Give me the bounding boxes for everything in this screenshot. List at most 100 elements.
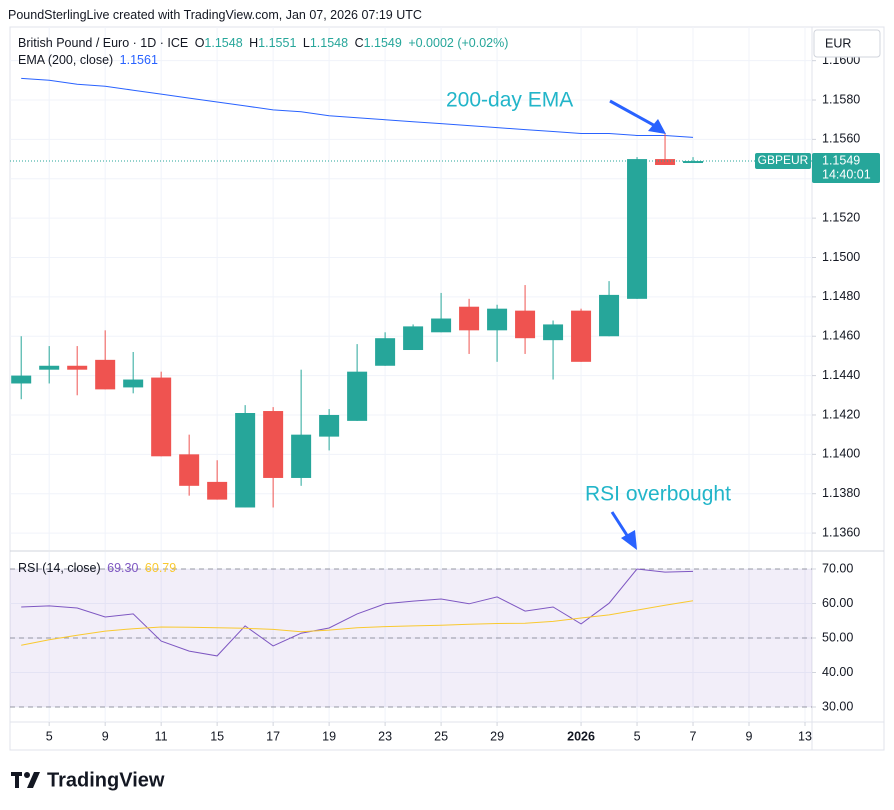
rsi-line (21, 600, 694, 646)
x-tick-label: 13 (798, 729, 812, 743)
x-tick-label: 23 (378, 729, 392, 743)
candle-body (627, 159, 648, 299)
x-tick-label: 19 (322, 729, 336, 743)
ohlc-value: 1.1548 (204, 36, 243, 50)
x-tick-label: 7 (690, 729, 697, 743)
y-tick-label: 60.00 (822, 596, 853, 610)
symbol: British Pound / Euro · 1D · ICE (18, 36, 189, 50)
y-tick-label: 1.1460 (822, 329, 860, 343)
brand: TradingView (47, 769, 165, 791)
ohlc-label: L (302, 36, 310, 50)
candle-body (403, 326, 424, 351)
legend: British Pound / Euro · 1D · ICE O1.1548 … (18, 36, 511, 50)
arrow-head (621, 530, 637, 550)
candle-body (431, 318, 452, 333)
x-tick-label: 5 (634, 729, 641, 743)
x-tick-label: 15 (210, 729, 224, 743)
candle-body (95, 359, 116, 390)
ohlc-label: C (354, 36, 364, 50)
y-tick-label: 70.00 (822, 561, 853, 575)
ma-value: 60.79 (144, 561, 177, 575)
ohlc-label: H (249, 36, 259, 50)
last-price: 1.1549 (822, 153, 860, 167)
ema-legend: EMA (200, close) 1.1561 (18, 53, 161, 67)
candle-body (11, 375, 32, 384)
candle-body (151, 377, 172, 457)
y-tick-label: 1.1500 (822, 250, 860, 264)
grid (10, 27, 812, 722)
candle-body (459, 306, 480, 331)
x-tick-label: 9 (102, 729, 109, 743)
candle-body (655, 159, 676, 165)
logo-shape (24, 772, 30, 778)
ohlc-value: 1.1548 (309, 36, 349, 50)
annotation: RSI overbought (585, 483, 731, 506)
y-tick-label: 1.1480 (822, 289, 860, 303)
y-tick-label: 1.1380 (822, 486, 860, 500)
plot (10, 77, 812, 708)
x-tick-label: 17 (266, 729, 280, 743)
y-tick-label: 1.1580 (822, 92, 860, 106)
y-tick-label: 50.00 (822, 630, 853, 644)
candle-body (543, 324, 564, 341)
candle-body (235, 413, 256, 508)
y-tick-label: 1.1440 (822, 368, 860, 382)
y-tick-label: 40.00 (822, 665, 853, 679)
axes: 1.1360 1.1380 1.1400 1.1420 1.1440 1.1460 1.14… (46, 53, 880, 743)
annotation: 200-day EMA (446, 89, 573, 112)
ohlc-label: O (194, 36, 205, 50)
candle-body (683, 161, 704, 164)
candle-body (571, 310, 592, 362)
ohlc-value: 1.1551 (258, 36, 297, 50)
attribution: PoundSterlingLive created with TradingVi… (8, 8, 422, 22)
logo: TradingView (11, 769, 165, 791)
rsi-line (21, 568, 694, 657)
frame (9, 26, 885, 751)
y-tick-label: 1.1400 (822, 447, 860, 461)
logo-shape (15, 772, 19, 788)
ohlc-value: 1.1549 (363, 36, 402, 50)
rsi-legend: RSI (14, close) 69.30 60.79 (18, 561, 179, 575)
x-tick-label: 29 (490, 729, 504, 743)
y-tick-label: 1.1360 (822, 525, 860, 539)
currency: EUR (825, 36, 851, 50)
x-tick-label: 5 (46, 729, 53, 743)
logo-shape (27, 772, 40, 788)
x-tick-label: 25 (434, 729, 448, 743)
ticker-tag (755, 153, 811, 170)
countdown: 14:40:01 (822, 167, 871, 181)
candle-body (599, 294, 620, 337)
candle-body (123, 379, 144, 388)
ticker: GBPEUR (758, 153, 809, 167)
x-tick-label: 11 (155, 729, 168, 743)
candle-body (487, 308, 508, 331)
arrow (609, 99, 658, 129)
candle-body (375, 338, 396, 366)
y-tick-label: 1.1560 (822, 132, 860, 146)
x-tick-label: 9 (746, 729, 753, 743)
y-tick-label: 1.1520 (822, 210, 860, 224)
ema-line (21, 77, 694, 138)
rsi-title: RSI (14, close) (18, 561, 101, 575)
candle-body (179, 454, 200, 486)
candle-body (515, 310, 536, 339)
candle-body (39, 365, 60, 370)
candle-body (263, 411, 284, 478)
y-tick-label: 30.00 (822, 699, 853, 713)
y-tick-label: 1.1420 (822, 407, 860, 421)
ema-name: EMA (200, close) (18, 53, 114, 67)
change: +0.0002 (+0.02%) (408, 36, 509, 50)
price-tag (812, 153, 880, 184)
candle-body (319, 414, 340, 437)
ema-value: 1.1561 (119, 53, 158, 67)
currency-box (813, 29, 881, 58)
candle-body (291, 434, 312, 478)
rsi-value: 69.30 (107, 561, 139, 575)
x-tick-label: 2026 (567, 729, 595, 743)
candle-body (347, 371, 368, 421)
candle-body (67, 365, 88, 370)
arrow-head (648, 119, 666, 134)
candle-body (207, 481, 228, 500)
